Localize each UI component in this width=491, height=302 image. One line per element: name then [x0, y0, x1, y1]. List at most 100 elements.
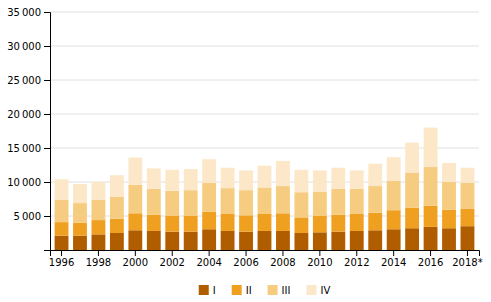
legend-item: I — [199, 285, 216, 296]
bar — [239, 190, 253, 215]
bar — [128, 213, 142, 230]
bar — [110, 219, 124, 233]
tick: 2010 — [307, 250, 332, 268]
tick-label: 25 000 — [7, 75, 41, 86]
bar — [387, 181, 401, 210]
bar — [258, 166, 272, 188]
bar — [92, 234, 106, 250]
bar — [405, 228, 419, 250]
bar — [294, 233, 308, 250]
bar — [313, 170, 327, 191]
tick-label: 2002 — [160, 257, 185, 268]
tick: 1998 — [86, 250, 111, 268]
bar — [276, 161, 290, 186]
bar — [294, 192, 308, 217]
tick-label: 2014 — [381, 257, 406, 268]
y-axis: 5 000 10 000 15 000 20 000 25 000 30 000 35 00… — [7, 7, 50, 251]
tick-label: 30 000 — [7, 41, 41, 52]
legend-item: IV — [306, 285, 330, 296]
tick: 1996 — [49, 250, 74, 268]
bar — [73, 203, 87, 223]
tick-label: 20 000 — [7, 109, 41, 120]
bar — [128, 185, 142, 214]
tick: 30 000 — [7, 41, 50, 52]
bar — [350, 231, 364, 250]
bar — [331, 215, 345, 232]
bar — [55, 200, 69, 222]
bar — [165, 191, 179, 216]
bar — [184, 190, 198, 216]
bar — [184, 216, 198, 232]
tick-label: 2000 — [123, 257, 148, 268]
tick-mark — [44, 80, 50, 81]
legend-swatch — [268, 285, 278, 295]
tick-label: 2012 — [344, 257, 369, 268]
tick-label: 2010 — [307, 257, 332, 268]
bar — [202, 212, 216, 230]
tick-mark — [467, 250, 468, 256]
tick-label: 5 000 — [14, 211, 41, 222]
legend-swatch — [199, 285, 209, 295]
bars — [55, 128, 475, 250]
bar — [424, 128, 438, 167]
tick-mark — [430, 250, 431, 256]
bar — [258, 214, 272, 231]
bar — [55, 236, 69, 250]
tick-label: 10 000 — [7, 177, 41, 188]
bar — [424, 206, 438, 227]
bar — [202, 183, 216, 212]
bar — [258, 231, 272, 250]
bar — [147, 168, 161, 188]
bar — [165, 170, 179, 191]
tick: 15 000 — [7, 143, 50, 154]
series — [55, 128, 475, 203]
bar — [276, 213, 290, 231]
bar — [331, 189, 345, 215]
bar — [110, 233, 124, 250]
bar — [368, 164, 382, 186]
tick-mark — [44, 182, 50, 183]
grid-line — [50, 46, 479, 47]
bar — [202, 229, 216, 250]
legend: IIIIIIIV — [199, 285, 331, 296]
bar — [92, 182, 106, 200]
bar — [221, 188, 235, 214]
tick-label: 35 000 — [7, 7, 41, 18]
axis-line — [44, 13, 51, 251]
tick-mark — [246, 250, 247, 256]
bar — [221, 214, 235, 231]
bar — [331, 232, 345, 250]
bar — [147, 231, 161, 250]
bar — [110, 197, 124, 219]
bar — [405, 143, 419, 173]
bar — [461, 168, 475, 183]
bar — [294, 217, 308, 233]
bar — [239, 232, 253, 250]
bar — [276, 186, 290, 213]
tick-label: 1996 — [49, 257, 74, 268]
bar — [368, 230, 382, 250]
bar — [442, 210, 456, 228]
legend-item: II — [232, 285, 252, 296]
tick: 2018* — [452, 250, 482, 268]
x-axis: 1996199820002002200420062008201020122014… — [49, 250, 483, 268]
tick-mark — [172, 250, 173, 256]
tick: 5 000 — [14, 211, 50, 222]
tick-mark — [98, 250, 99, 256]
bar — [368, 186, 382, 213]
tick-mark — [319, 250, 320, 256]
legend-item: III — [268, 285, 291, 296]
bar — [128, 158, 142, 185]
legend-swatch — [306, 285, 316, 295]
bar — [313, 192, 327, 216]
grid — [50, 12, 479, 216]
bar — [239, 215, 253, 231]
bar — [55, 222, 69, 236]
tick-mark — [356, 250, 357, 256]
legend-label: III — [282, 285, 291, 296]
bar — [442, 163, 456, 182]
tick: 2012 — [344, 250, 369, 268]
bar — [350, 170, 364, 188]
axis-line — [51, 251, 480, 257]
bar — [294, 170, 308, 192]
